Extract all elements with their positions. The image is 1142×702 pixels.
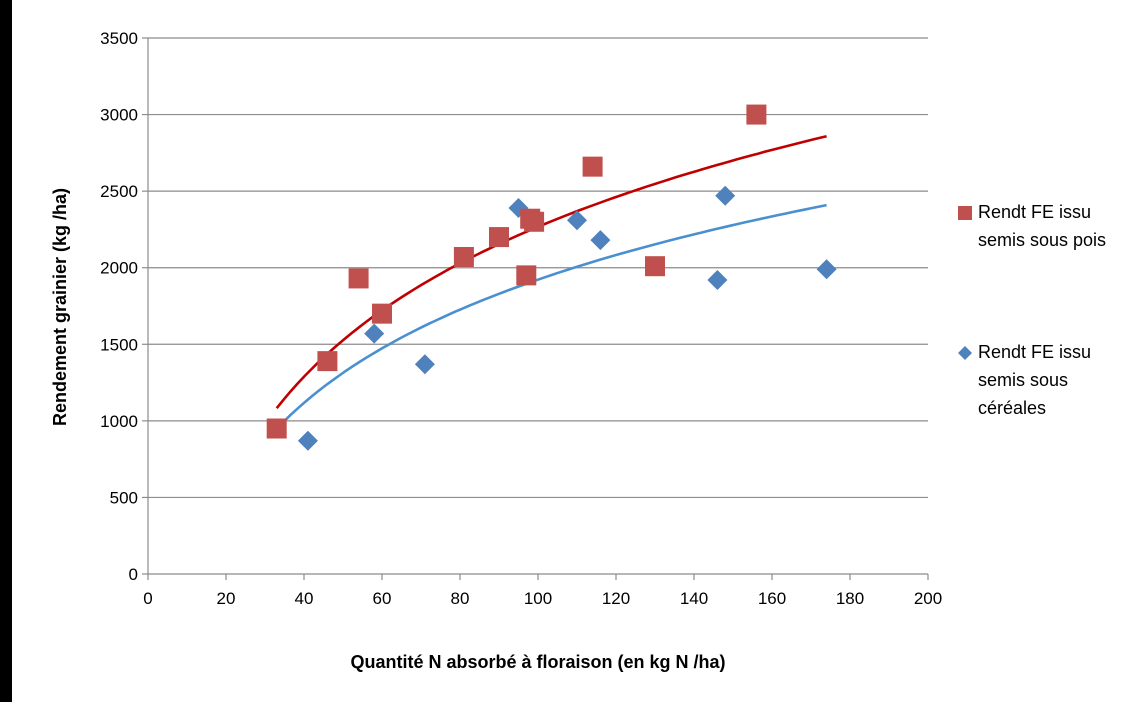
legend-label: Rendt FE issu [978,342,1091,362]
data-point-diamond [707,269,728,290]
x-tick-label: 60 [373,589,392,608]
x-tick-label: 160 [758,589,786,608]
y-tick-label: 2000 [100,259,138,278]
data-point-diamond [414,354,435,375]
data-point-diamond [567,210,587,231]
x-tick-label: 180 [836,589,864,608]
y-tick-label: 3500 [100,29,138,48]
y-tick-label: 3000 [100,106,138,125]
data-point-square [372,303,392,324]
data-point-square [582,156,603,177]
data-point-square [516,265,537,286]
x-tick-label: 80 [451,589,470,608]
data-point-square [489,227,509,248]
x-tick-label: 100 [524,589,552,608]
data-point-square [746,104,767,125]
y-tick-label: 2500 [100,182,138,201]
data-point-square [524,211,545,232]
data-point-square [348,268,369,289]
scatter-chart: 0 500 1000 1500 2000 2500 3000 3500 0 20 40 60 80 10… [50,29,1106,672]
x-tick-labels: 0 20 40 60 80 100 120 140 160 180 200 [143,589,942,608]
x-tick-label: 140 [680,589,708,608]
x-tick-label: 40 [295,589,314,608]
data-point-square [266,418,287,439]
data-point-square [453,246,474,267]
data-point-diamond [590,230,611,251]
trendlines [275,134,827,430]
data-point-diamond [364,323,385,344]
chart-frame: 0 500 1000 1500 2000 2500 3000 3500 0 20 40 60 80 10… [12,0,1142,702]
y-tick-label: 500 [110,488,138,507]
x-tick-label: 0 [143,589,152,608]
y-tick-label: 1500 [100,335,138,354]
x-tick-label: 120 [602,589,630,608]
data-point-diamond [816,259,837,280]
data-point-square [645,256,665,277]
legend-marker-square [958,206,972,220]
y-axis-title: Rendement grainier (kg /ha) [50,188,70,426]
axes [147,38,929,580]
legend: Rendt FE issu semis sous pois Rendt FE iss… [958,202,1106,418]
x-tick-label: 20 [217,589,236,608]
trendline-series-1 [275,134,827,410]
x-tick-label: 200 [914,589,942,608]
y-tick-label: 1000 [100,412,138,431]
data-point-square [317,351,338,372]
legend-label: semis sous pois [978,230,1106,250]
data-point-diamond [715,185,736,206]
y-tick-labels: 0 500 1000 1500 2000 2500 3000 3500 [100,29,138,584]
legend-label: Rendt FE issu [978,202,1091,222]
data-point-diamond [297,430,318,451]
legend-marker-diamond [958,346,972,360]
data-points [266,104,837,451]
legend-label: semis sous [978,370,1068,390]
legend-label: céréales [978,398,1046,418]
y-tick-label: 0 [129,565,138,584]
x-axis-title: Quantité N absorbé à floraison (en kg N … [350,652,725,672]
trendline-series-2 [275,203,827,430]
grid-lines [142,37,928,575]
